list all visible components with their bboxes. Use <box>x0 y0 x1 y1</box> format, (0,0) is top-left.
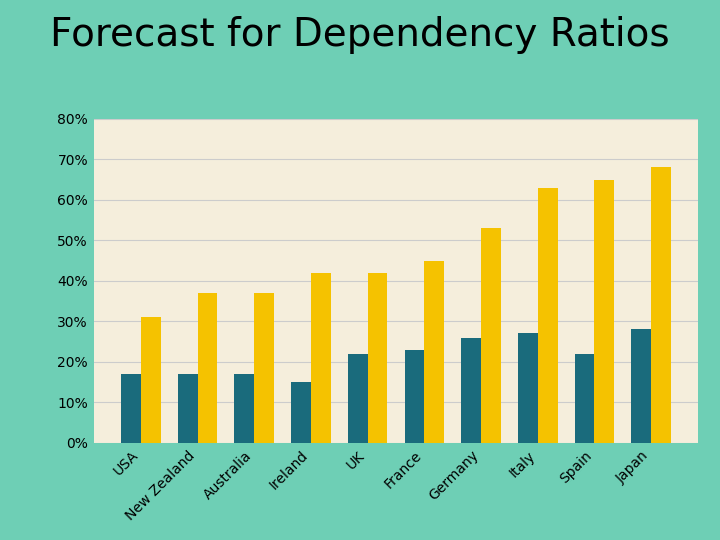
Bar <box>368 273 387 443</box>
Bar <box>178 374 197 443</box>
Bar <box>651 167 671 443</box>
Bar <box>197 293 217 443</box>
Bar <box>348 354 368 443</box>
Bar <box>518 333 538 443</box>
Bar <box>121 374 141 443</box>
Bar <box>291 382 311 443</box>
Bar <box>405 350 424 443</box>
Bar <box>462 338 481 443</box>
Bar <box>311 273 330 443</box>
Bar <box>235 374 254 443</box>
Bar <box>575 354 595 443</box>
Text: Forecast for Dependency Ratios: Forecast for Dependency Ratios <box>50 16 670 54</box>
Bar <box>424 261 444 443</box>
Bar <box>595 179 614 443</box>
Bar <box>631 329 651 443</box>
Bar <box>141 317 161 443</box>
Bar <box>481 228 501 443</box>
Bar <box>538 187 557 443</box>
Bar <box>254 293 274 443</box>
